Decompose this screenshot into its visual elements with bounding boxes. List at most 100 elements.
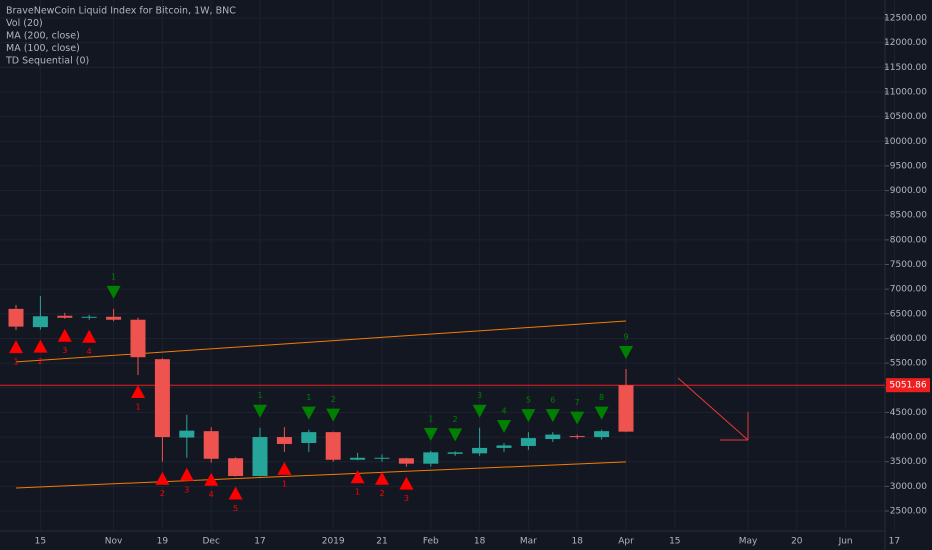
td-sell-arrow bbox=[472, 404, 487, 418]
td-sell-count: 3 bbox=[477, 391, 482, 400]
moving-average bbox=[15, 461, 627, 489]
td-buy-arrow bbox=[375, 471, 389, 485]
td-buy-count: 1 bbox=[282, 479, 287, 488]
indicator-label: TD Sequential (0) bbox=[5, 56, 89, 67]
td-buy-count: 2 bbox=[160, 489, 165, 498]
td-buy-count: 1 bbox=[355, 488, 360, 497]
td-sell-arrow bbox=[326, 408, 341, 422]
td-sell-count: 1 bbox=[428, 414, 433, 423]
y-tick-label: 9500.00 bbox=[890, 161, 927, 171]
td-buy-count: 2 bbox=[379, 489, 384, 498]
candle-body bbox=[520, 438, 536, 446]
candle-body bbox=[252, 437, 268, 477]
td-sell-arrow bbox=[253, 404, 267, 418]
y-tick-label: 4000.00 bbox=[890, 433, 927, 443]
td-sell-count: 6 bbox=[550, 396, 555, 405]
td-sell-count: 4 bbox=[501, 406, 506, 415]
x-tick-label: 18 bbox=[571, 537, 583, 547]
chart-title: BraveNewCoin Liquid Index for Bitcoin, 1… bbox=[6, 6, 236, 17]
y-tick-label: 3000.00 bbox=[890, 482, 927, 492]
y-tick-label: 4500.00 bbox=[890, 408, 927, 418]
candle-body bbox=[374, 457, 390, 459]
y-tick-label: 12500.00 bbox=[884, 13, 927, 23]
td-sell-count: 7 bbox=[575, 398, 580, 407]
current-price-badge bbox=[886, 378, 930, 393]
y-tick-label: 11000.00 bbox=[884, 87, 927, 97]
x-tick-label: 15 bbox=[35, 537, 46, 547]
td-buy-arrow bbox=[9, 340, 23, 354]
indicator-label: MA (100, close) bbox=[6, 43, 80, 54]
candle-body bbox=[57, 315, 73, 318]
td-buy-count: 1 bbox=[135, 402, 140, 411]
td-buy-arrow bbox=[33, 339, 48, 353]
x-tick-label: 17 bbox=[254, 537, 265, 547]
moving-average bbox=[15, 320, 627, 363]
candle-body bbox=[325, 432, 341, 460]
td-buy-count: 4 bbox=[87, 347, 92, 356]
x-tick-label: May bbox=[739, 537, 758, 547]
candle-body bbox=[179, 430, 195, 438]
x-tick-label: 2019 bbox=[322, 537, 345, 547]
td-buy-count: 3 bbox=[404, 494, 409, 503]
td-buy-arrow bbox=[228, 486, 243, 500]
candle-body bbox=[276, 437, 292, 444]
y-tick-label: 10500.00 bbox=[884, 112, 927, 122]
indicator-label: MA (200, close) bbox=[6, 31, 80, 42]
y-tick-label: 7000.00 bbox=[890, 285, 927, 295]
td-sell-arrow bbox=[301, 406, 316, 420]
x-tick-label: Apr bbox=[618, 537, 634, 547]
candle-body bbox=[496, 445, 512, 448]
candle-body bbox=[130, 319, 146, 358]
candle-body bbox=[301, 432, 317, 443]
td-sell-arrow bbox=[521, 409, 536, 423]
x-tick-label: Mar bbox=[520, 537, 537, 547]
y-tick-label: 8000.00 bbox=[890, 235, 927, 245]
td-buy-arrow bbox=[82, 329, 97, 343]
x-tick-label: 18 bbox=[474, 537, 486, 547]
td-sell-arrow bbox=[619, 346, 633, 360]
candle-body bbox=[569, 436, 585, 438]
td-sell-count: 2 bbox=[453, 415, 458, 424]
td-sell-arrow bbox=[545, 409, 560, 423]
td-buy-count: 2 bbox=[38, 357, 43, 366]
td-buy-arrow bbox=[57, 328, 72, 342]
td-buy-arrow bbox=[131, 384, 145, 398]
td-buy-count: 3 bbox=[184, 485, 189, 494]
td-buy-count: 1 bbox=[13, 358, 18, 367]
drawing-arrow bbox=[677, 377, 749, 441]
td-buy-arrow bbox=[399, 476, 414, 490]
y-tick-label: 7500.00 bbox=[890, 260, 927, 270]
td-sell-count: 1 bbox=[257, 391, 262, 400]
indicator-label: Vol (20) bbox=[6, 18, 43, 29]
candle-body bbox=[447, 452, 463, 454]
marks: 1 2 3 4 1 2 3 4 5 1 1 2 3 1 1 1 2 1 2 3 4 5 6 7 8 9 bbox=[0, 272, 885, 513]
candle-body bbox=[106, 316, 122, 320]
candle-body bbox=[472, 447, 488, 454]
x-tick-label: 15 bbox=[669, 537, 680, 547]
td-buy-arrow bbox=[155, 471, 170, 485]
td-buy-count: 5 bbox=[233, 504, 238, 513]
y-tick-label: 11500.00 bbox=[884, 63, 927, 73]
td-sell-count: 9 bbox=[623, 333, 628, 342]
y-tick-label: 6000.00 bbox=[890, 334, 927, 344]
candle-body bbox=[32, 316, 48, 328]
td-sell-arrow bbox=[448, 428, 463, 442]
td-buy-count: 3 bbox=[62, 346, 67, 355]
td-sell-count: 2 bbox=[331, 395, 336, 404]
candle-body bbox=[350, 457, 366, 460]
td-sell-arrow bbox=[594, 406, 609, 420]
grid bbox=[0, 0, 895, 530]
x-tick-label: 17 bbox=[889, 537, 900, 547]
td-sell-count: 8 bbox=[599, 393, 604, 402]
td-buy-arrow bbox=[179, 467, 194, 481]
y-tick-label: 9000.00 bbox=[890, 186, 927, 196]
candle-body bbox=[618, 385, 634, 432]
candle-body bbox=[228, 458, 244, 477]
current-price-label: 5051.86 bbox=[889, 381, 926, 391]
x-tick-label: Dec bbox=[202, 537, 219, 547]
x-tick-label: Nov bbox=[105, 537, 123, 547]
candle-body bbox=[154, 359, 170, 438]
td-sell-arrow bbox=[570, 411, 585, 425]
